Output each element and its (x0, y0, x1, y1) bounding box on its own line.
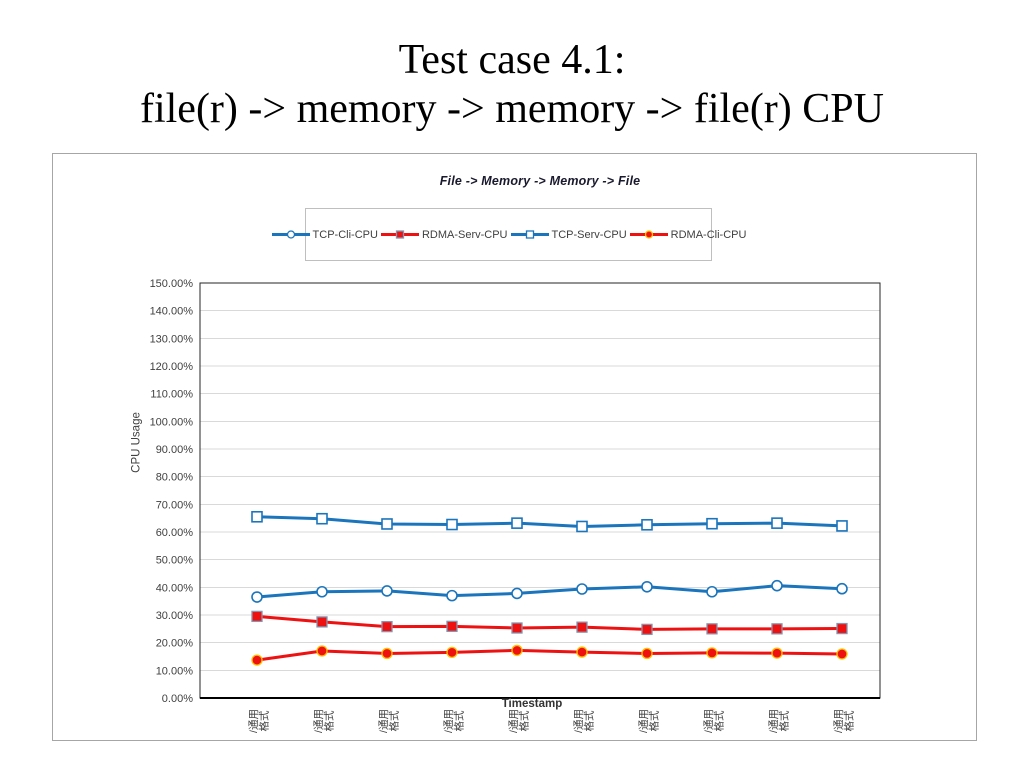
slide-title-line2: file(r) -> memory -> memory -> file(r) C… (139, 85, 884, 132)
y-tick-label: 40.00% (156, 582, 194, 594)
chart-title: File -> Memory -> Memory -> File (439, 174, 641, 188)
legend-swatch (510, 230, 549, 239)
data-point (251, 591, 263, 603)
data-point (381, 620, 393, 633)
data-point (706, 647, 718, 659)
legend-swatch (271, 230, 310, 239)
x-tick-label: /通用格式 (248, 709, 271, 733)
data-point (251, 654, 263, 666)
legend-marker (286, 230, 295, 239)
x-tick-label: /通用格式 (443, 709, 466, 733)
data-point (316, 645, 328, 657)
plot-border (199, 282, 881, 699)
data-point (511, 587, 523, 600)
data-point (251, 610, 263, 623)
data-point (641, 647, 653, 660)
data-point (771, 647, 783, 659)
legend-label: RDMA-Cli-CPU (670, 228, 747, 241)
data-point (316, 585, 328, 598)
x-tick-label: /通用格式 (378, 709, 401, 733)
data-point (771, 517, 783, 529)
legend-marker (525, 230, 534, 239)
y-tick-label: 150.00% (150, 278, 194, 290)
data-point (251, 510, 263, 523)
data-point (316, 512, 328, 525)
y-tick-label: 90.00% (156, 444, 194, 456)
data-point (511, 644, 523, 657)
y-tick-label: 10.00% (156, 665, 194, 677)
data-point (706, 623, 718, 635)
series-line-RDMA-Serv-CPU (256, 614, 843, 631)
data-point (576, 646, 588, 658)
series-line-RDMA-Cli-CPU (256, 648, 843, 662)
data-point (836, 582, 848, 595)
data-point (446, 589, 458, 602)
slide-title-line1: Test case 4.1: (398, 37, 626, 83)
y-tick-label: 50.00% (156, 555, 194, 567)
legend-marker (644, 230, 653, 239)
x-tick-label: /通用格式 (703, 709, 726, 733)
data-point (706, 585, 718, 598)
data-point (381, 647, 393, 660)
legend-label: RDMA-Serv-CPU (421, 228, 508, 241)
x-tick-label: /通用格式 (833, 709, 856, 733)
data-point (706, 517, 718, 530)
chart-object: 0.00% 10.00% 20.00% 30.00% 40.00% 50.00% 60.00… (52, 153, 977, 741)
y-tick-label: 60.00% (156, 527, 194, 539)
y-tick-label: 30.00% (156, 610, 194, 622)
y-tick-label: 140.00% (150, 306, 194, 318)
data-point (836, 622, 848, 635)
data-point (771, 623, 783, 635)
data-point (446, 518, 458, 531)
data-point (381, 585, 393, 597)
legend-item-RDMA-Serv-CPU: RDMA-Serv-CPU (380, 228, 508, 241)
data-point (576, 583, 588, 595)
x-tick-label: /通用格式 (768, 709, 791, 733)
data-point (771, 579, 783, 592)
data-point (511, 622, 523, 634)
y-tick-label: 70.00% (156, 499, 194, 511)
slide-title: Test case 4.1: file(r) -> memory -> memo… (0, 36, 1024, 133)
legend-marker (395, 230, 405, 239)
legend-label: TCP-Serv-CPU (551, 228, 627, 241)
y-tick-label: 110.00% (150, 389, 193, 401)
x-tick-label: /通用格式 (313, 709, 336, 733)
y-tick-label: 20.00% (156, 638, 194, 650)
data-point (641, 623, 653, 636)
data-point (836, 648, 848, 660)
x-axis-title: Timestamp (501, 698, 563, 710)
data-point (641, 519, 653, 531)
y-tick-label: 80.00% (156, 472, 194, 484)
y-axis-title: CPU Usage (130, 412, 143, 473)
y-tick-label: 0.00% (162, 693, 193, 705)
data-point (446, 620, 458, 632)
series-line-TCP-Cli-CPU (256, 584, 843, 599)
y-tick-label: 120.00% (150, 361, 194, 373)
y-tick-label: 130.00% (150, 333, 194, 345)
legend-label: TCP-Cli-CPU (312, 228, 378, 241)
data-point (381, 518, 393, 530)
legend-swatch (380, 230, 419, 239)
x-tick-label: /通用格式 (508, 709, 531, 733)
legend-item-RDMA-Cli-CPU: RDMA-Cli-CPU (629, 228, 747, 241)
legend-item-TCP-Cli-CPU: TCP-Cli-CPU (271, 228, 378, 241)
data-point (446, 646, 458, 659)
y-tick-label: 100.00% (150, 416, 194, 428)
x-tick-label: /通用格式 (573, 709, 596, 733)
legend-swatch (629, 230, 668, 239)
data-point (836, 520, 848, 532)
chart-legend: TCP-Cli-CPU RDMA-Serv-CPU TCP-Serv-CPU RDMA… (271, 208, 746, 261)
plot-area: 0.00% 10.00% 20.00% 30.00% 40.00% 50.00% 60.00… (150, 278, 881, 733)
legend-item-TCP-Serv-CPU: TCP-Serv-CPU (510, 228, 627, 241)
data-point (576, 621, 588, 633)
data-point (641, 580, 653, 593)
x-tick-label: /通用格式 (638, 709, 661, 733)
data-point (511, 517, 523, 529)
data-point (316, 616, 328, 628)
series-line-TCP-Serv-CPU (256, 515, 843, 528)
data-point (576, 520, 588, 533)
